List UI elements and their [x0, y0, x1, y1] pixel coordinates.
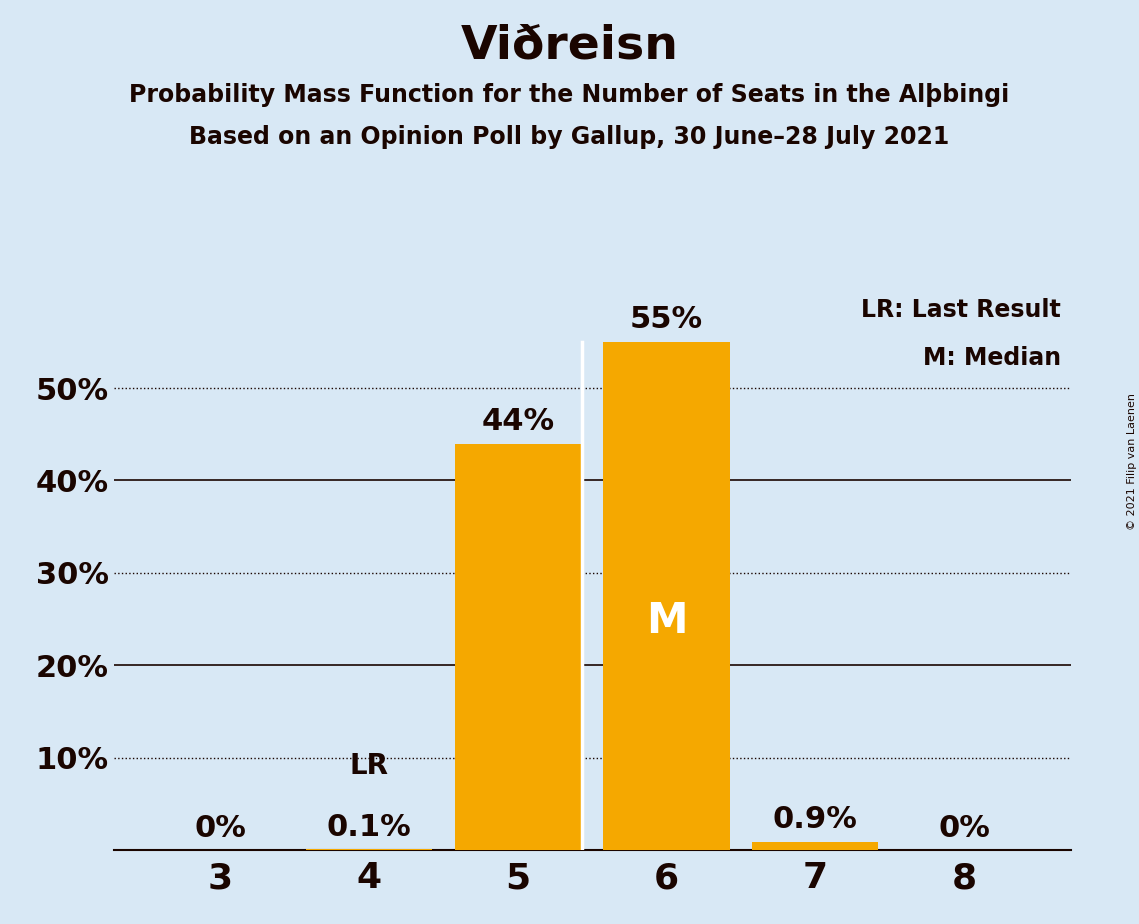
Text: © 2021 Filip van Laenen: © 2021 Filip van Laenen — [1126, 394, 1137, 530]
Text: 0%: 0% — [939, 814, 990, 843]
Bar — [306, 849, 433, 850]
Text: Probability Mass Function for the Number of Seats in the Alþbingi: Probability Mass Function for the Number… — [130, 83, 1009, 107]
Text: M: M — [646, 601, 687, 642]
Bar — [604, 342, 730, 850]
Text: Based on an Opinion Poll by Gallup, 30 June–28 July 2021: Based on an Opinion Poll by Gallup, 30 J… — [189, 125, 950, 149]
Text: M: Median: M: Median — [923, 346, 1062, 370]
Text: LR: LR — [350, 752, 388, 780]
Text: Viðreisn: Viðreisn — [460, 23, 679, 68]
Text: 0%: 0% — [195, 814, 246, 843]
Text: 0.9%: 0.9% — [773, 806, 858, 834]
Text: LR: Last Result: LR: Last Result — [861, 298, 1062, 322]
Text: 44%: 44% — [482, 407, 555, 436]
Bar — [454, 444, 581, 850]
Text: 55%: 55% — [630, 306, 703, 334]
Text: 0.1%: 0.1% — [327, 813, 411, 842]
Bar — [752, 842, 878, 850]
